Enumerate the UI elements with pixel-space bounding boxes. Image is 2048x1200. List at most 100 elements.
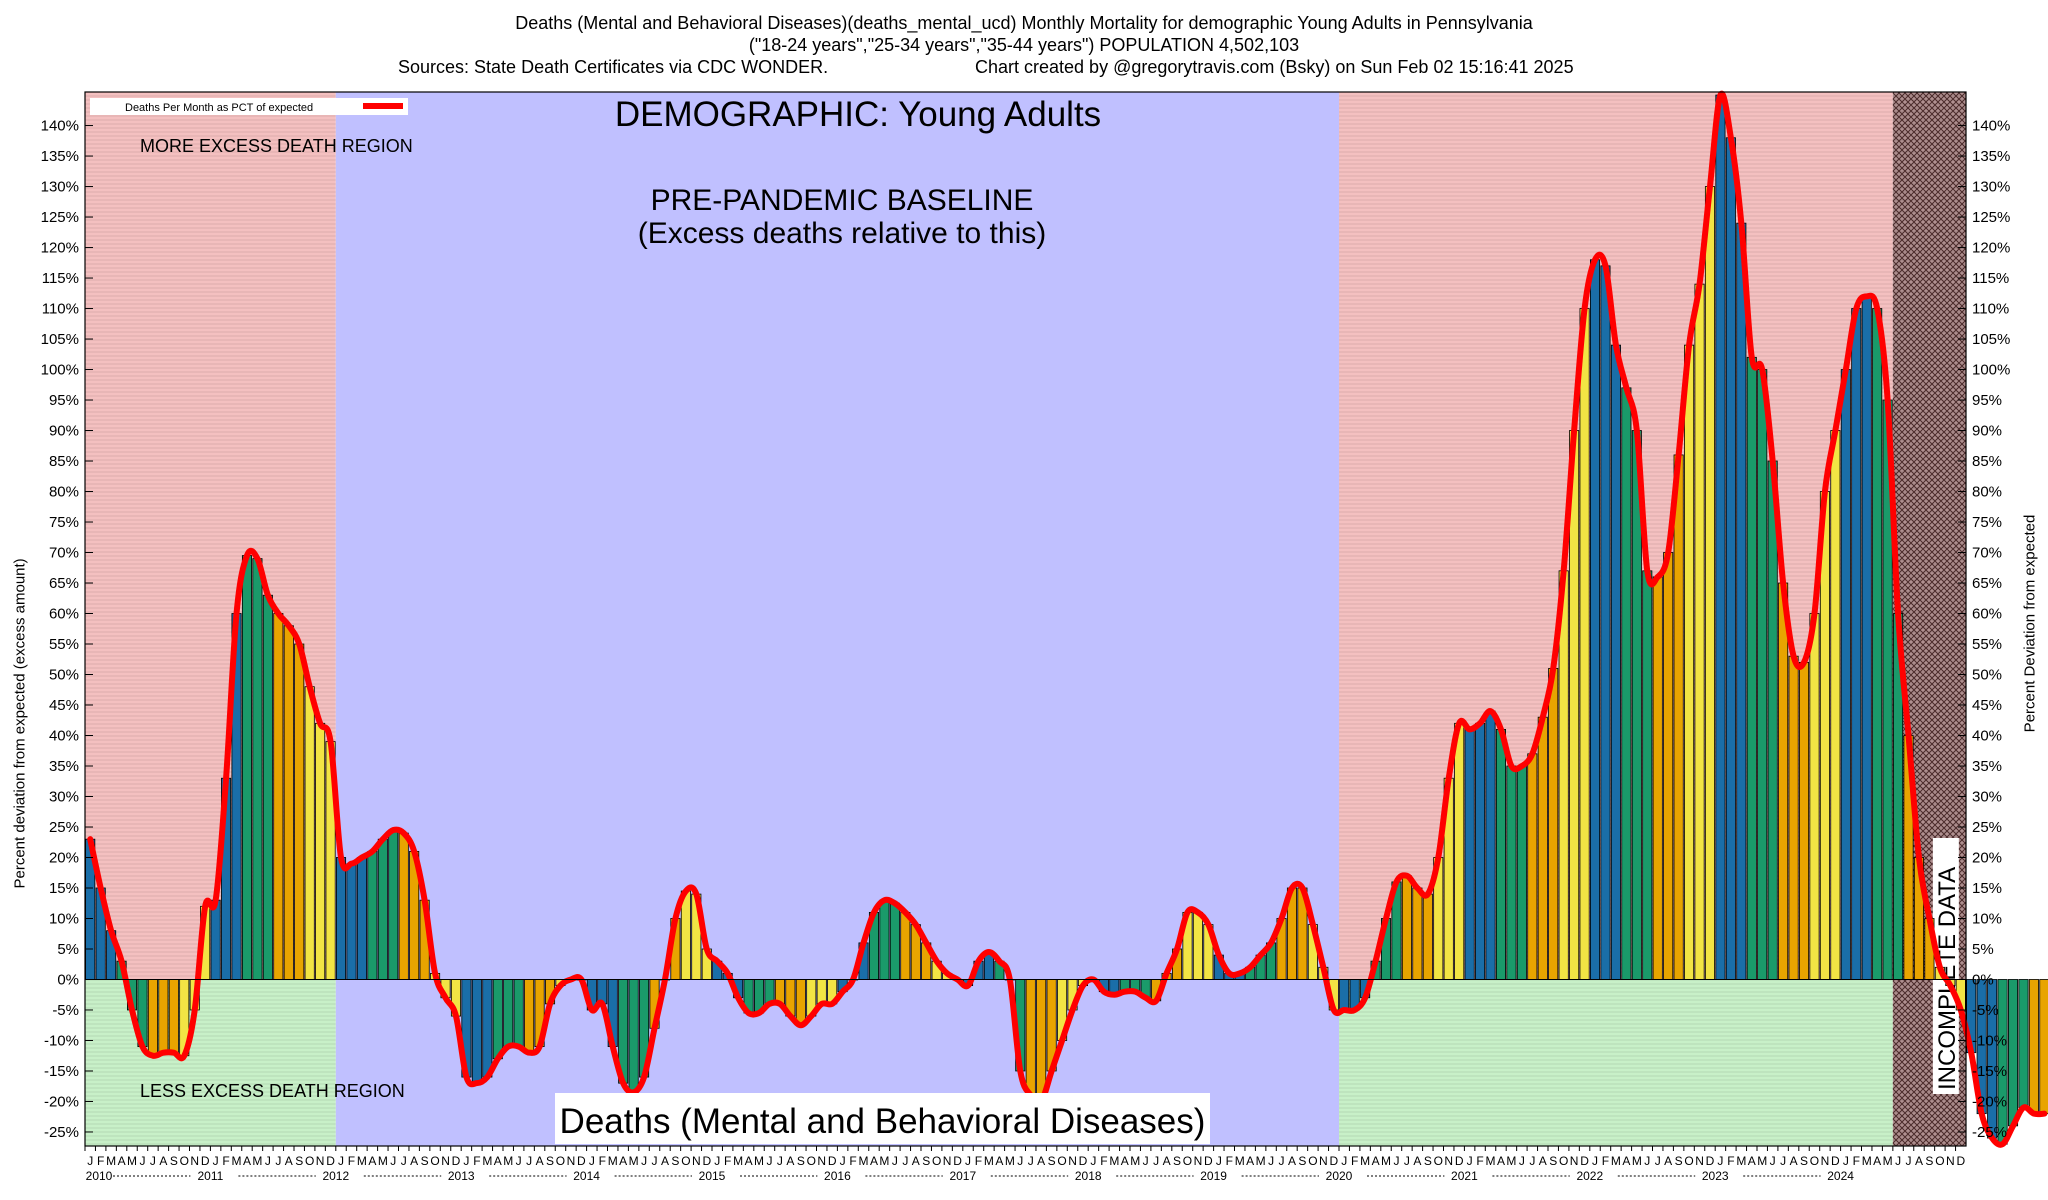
x-month-67: A bbox=[786, 1154, 794, 1168]
bar-126 bbox=[1401, 875, 1412, 980]
x-month-178: N bbox=[1946, 1154, 1955, 1168]
x-month-96: J bbox=[1090, 1154, 1096, 1168]
y-tick-right-105: 105% bbox=[1972, 331, 2010, 348]
y-tick-left-85: 85% bbox=[49, 453, 79, 470]
x-month-125: J bbox=[1393, 1154, 1399, 1168]
x-month-104: S bbox=[1173, 1154, 1181, 1168]
x-month-11: D bbox=[201, 1154, 210, 1168]
bar-77 bbox=[889, 902, 900, 980]
bar-183 bbox=[1997, 979, 2008, 1145]
x-month-42: J bbox=[526, 1154, 532, 1168]
credit-text: Chart created by @gregorytravis.com (Bsk… bbox=[975, 57, 1574, 77]
y-axis-label-left: Percent deviation from expected (excess … bbox=[11, 558, 29, 889]
x-month-72: J bbox=[840, 1154, 846, 1168]
y-tick-right-65: 65% bbox=[1972, 575, 2002, 592]
y-tick-left-40: 40% bbox=[49, 728, 79, 745]
bar-139 bbox=[1537, 716, 1548, 980]
x-month-140: S bbox=[1549, 1154, 1557, 1168]
x-month-118: N bbox=[1319, 1154, 1328, 1168]
x-month-126: J bbox=[1404, 1154, 1410, 1168]
x-month-12: J bbox=[213, 1154, 219, 1168]
y-tick-left-60: 60% bbox=[49, 606, 79, 623]
y-tick-right-85: 85% bbox=[1972, 453, 2002, 470]
x-month-161: J bbox=[1770, 1154, 1776, 1168]
baseline-label-line1: PRE-PANDEMIC BASELINE bbox=[651, 184, 1034, 217]
x-month-4: M bbox=[127, 1154, 137, 1168]
x-month-164: S bbox=[1800, 1154, 1808, 1168]
x-month-20: S bbox=[295, 1154, 303, 1168]
x-month-144: J bbox=[1592, 1154, 1598, 1168]
bar-146 bbox=[1610, 344, 1621, 980]
x-month-48: J bbox=[589, 1154, 595, 1168]
y-tick-left-15: 15% bbox=[49, 880, 79, 897]
x-month-66: J bbox=[777, 1154, 783, 1168]
x-month-68: S bbox=[797, 1154, 805, 1168]
x-month-9: O bbox=[180, 1154, 189, 1168]
x-month-159: A bbox=[1748, 1154, 1756, 1168]
bar-15 bbox=[241, 555, 253, 980]
y-tick-right-130: 130% bbox=[1972, 179, 2010, 196]
bar-145 bbox=[1600, 265, 1611, 980]
x-month-122: M bbox=[1360, 1154, 1370, 1168]
bar-156 bbox=[1715, 94, 1726, 980]
y-tick-right-95: 95% bbox=[1972, 392, 2002, 409]
bar-57 bbox=[680, 890, 691, 980]
y-tick-left-120: 120% bbox=[41, 240, 79, 257]
y-tick-right-70: 70% bbox=[1972, 545, 2002, 562]
bar-76 bbox=[879, 899, 890, 980]
x-month-179: D bbox=[1956, 1154, 1965, 1168]
y-tick-left--25: -25% bbox=[44, 1124, 79, 1141]
x-month-59: D bbox=[702, 1154, 711, 1168]
x-month-173: J bbox=[1895, 1154, 1901, 1168]
x-month-0: J bbox=[87, 1154, 93, 1168]
y-tick-left-55: 55% bbox=[49, 636, 79, 653]
y-tick-right--10: -10% bbox=[1972, 1032, 2007, 1049]
y-tick-right-45: 45% bbox=[1972, 697, 2002, 714]
bar-24 bbox=[335, 857, 347, 980]
bar-132 bbox=[1464, 729, 1475, 980]
x-month-70: N bbox=[817, 1154, 826, 1168]
x-month-163: A bbox=[1790, 1154, 1798, 1168]
x-month-92: S bbox=[1048, 1154, 1056, 1168]
bar-153 bbox=[1684, 344, 1695, 980]
x-month-2: M bbox=[106, 1154, 116, 1168]
bar-30 bbox=[398, 832, 409, 980]
y-tick-right-25: 25% bbox=[1972, 819, 2002, 836]
bar-184 bbox=[2008, 979, 2019, 1127]
x-month-75: A bbox=[870, 1154, 878, 1168]
chart-title-line-1: Deaths (Mental and Behavioral Diseases)(… bbox=[515, 13, 1533, 33]
x-month-18: J bbox=[275, 1154, 281, 1168]
bar-135 bbox=[1495, 729, 1506, 980]
x-month-119: D bbox=[1329, 1154, 1338, 1168]
legend-label: Deaths Per Month as PCT of expected bbox=[125, 102, 313, 114]
bar-169 bbox=[1851, 308, 1862, 980]
demographic-title: DEMOGRAPHIC: Young Adults bbox=[615, 95, 1101, 134]
bar-163 bbox=[1788, 655, 1799, 980]
region-0 bbox=[85, 92, 336, 980]
y-tick-left-105: 105% bbox=[41, 331, 79, 348]
x-month-46: N bbox=[567, 1154, 576, 1168]
x-month-80: S bbox=[922, 1154, 930, 1168]
x-month-111: A bbox=[1246, 1154, 1254, 1168]
x-month-113: J bbox=[1268, 1154, 1274, 1168]
x-month-142: N bbox=[1570, 1154, 1579, 1168]
x-month-138: J bbox=[1529, 1154, 1535, 1168]
y-tick-left-75: 75% bbox=[49, 514, 79, 531]
x-year-2022: 2022 bbox=[1576, 1169, 1603, 1183]
x-month-26: M bbox=[357, 1154, 367, 1168]
x-year-2019: 2019 bbox=[1200, 1169, 1227, 1183]
x-month-147: A bbox=[1622, 1154, 1630, 1168]
y-tick-right--25: -25% bbox=[1972, 1124, 2007, 1141]
x-month-28: M bbox=[378, 1154, 388, 1168]
x-month-146: M bbox=[1611, 1154, 1621, 1168]
x-month-58: N bbox=[692, 1154, 701, 1168]
x-month-99: A bbox=[1121, 1154, 1129, 1168]
x-month-132: J bbox=[1467, 1154, 1473, 1168]
x-month-21: O bbox=[305, 1154, 314, 1168]
bar-127 bbox=[1412, 887, 1423, 980]
x-month-5: J bbox=[139, 1154, 145, 1168]
y-tick-left-135: 135% bbox=[41, 148, 79, 165]
y-tick-right-30: 30% bbox=[1972, 788, 2002, 805]
y-axis-label-right: Percent Deviation from expected bbox=[2021, 514, 2039, 733]
y-tick-left-80: 80% bbox=[49, 484, 79, 501]
